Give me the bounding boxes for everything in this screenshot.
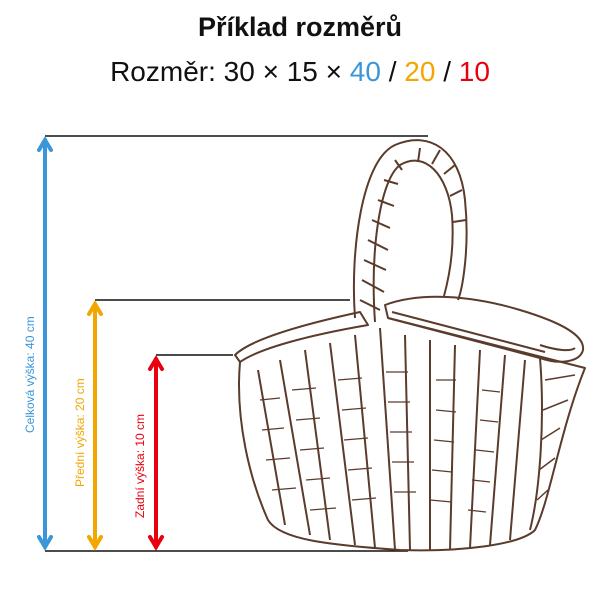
separator: / bbox=[435, 56, 459, 87]
back-height-label: Zadní výška: 10 cm bbox=[133, 414, 147, 518]
dimension-summary: Rozměr: 30 × 15 × 40 / 20 / 10 bbox=[0, 56, 600, 88]
dimension-back: 10 bbox=[458, 56, 490, 87]
basket-illustration bbox=[234, 139, 586, 552]
dimension-prefix: Rozměr: 30 × 15 × bbox=[110, 56, 350, 87]
total-height-arrow bbox=[37, 136, 53, 551]
page-title: Příklad rozměrů bbox=[197, 12, 403, 42]
back-height-arrow bbox=[148, 355, 164, 551]
total-height-label: Celková výška: 40 cm bbox=[23, 316, 37, 433]
separator: / bbox=[380, 56, 405, 87]
front-height-label: Přední výška: 20 cm bbox=[73, 378, 87, 487]
dimension-front: 20 bbox=[404, 56, 436, 87]
front-height-arrow bbox=[87, 300, 103, 551]
dimension-total: 40 bbox=[349, 56, 381, 87]
